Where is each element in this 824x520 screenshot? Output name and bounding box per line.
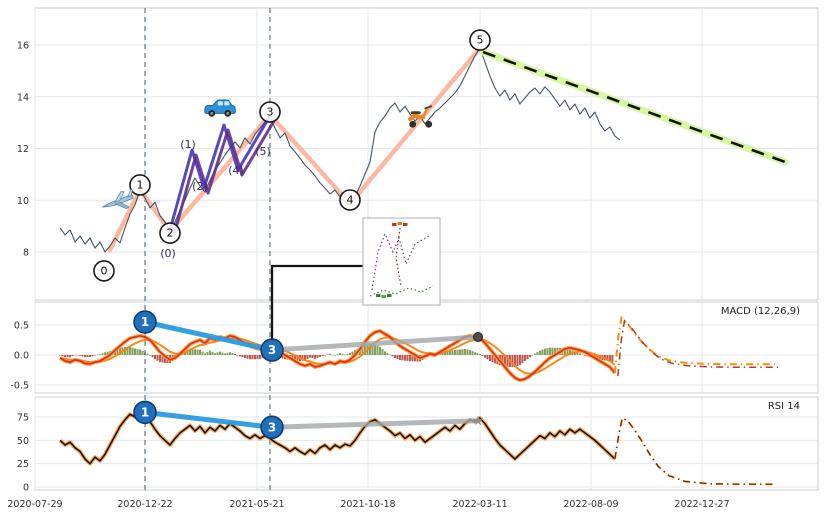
forecast-line-dashed — [482, 50, 786, 164]
subwave-label: (2) — [192, 180, 208, 193]
wave-marker-number: 3 — [266, 106, 273, 119]
car-icon — [204, 99, 236, 117]
x-tick-label: 2022-03-11 — [452, 499, 507, 510]
rsi-tick-label: 50 — [17, 436, 29, 447]
wave-point-badge: 3 — [260, 415, 284, 440]
macd-line — [59, 330, 616, 382]
roller-coaster-icon — [376, 294, 392, 298]
star-marker: ★ — [472, 414, 484, 429]
wave-marker: 2 — [159, 222, 181, 244]
macd-tick-label: 0.0 — [14, 351, 29, 362]
wave-point-badge: 1 — [133, 310, 157, 334]
scooter-icon — [408, 105, 433, 128]
inset-connector-line — [270, 264, 363, 344]
subwave-label: (0) — [160, 247, 176, 260]
price-tick-label: 8 — [23, 248, 29, 259]
price-tick-label: 12 — [17, 144, 29, 155]
macd-tick-label: -0.5 — [10, 381, 29, 392]
wave-marker: 0 — [93, 260, 115, 282]
rsi-line — [59, 411, 616, 465]
dot-marker — [473, 332, 484, 342]
x-tick-label: 2022-12-27 — [674, 499, 729, 510]
airplane-icon — [101, 189, 134, 210]
rsi-trend-annotation: ★ 1 3 — [133, 400, 484, 440]
badge-number: 3 — [268, 420, 276, 434]
badge-number: 1 — [141, 405, 149, 419]
price-tick-label: 14 — [17, 92, 29, 103]
icons-layer — [101, 99, 441, 306]
x-tick-label: 2020-12-22 — [117, 499, 172, 510]
elliott-wave-line — [107, 45, 483, 253]
x-tick-label: 2021-05-21 — [229, 499, 284, 510]
inset-preview — [362, 217, 441, 306]
wave-marker-number: 2 — [166, 227, 173, 240]
wave-marker-number: 1 — [137, 178, 144, 191]
x-tick-label: 2020-07-29 — [7, 499, 62, 510]
badge-number: 3 — [268, 343, 276, 357]
rsi-indicator-label: RSI 14 — [768, 401, 800, 412]
subwave-line-secondary — [168, 115, 272, 231]
macd-tick-label: 0.5 — [14, 321, 29, 332]
roller-coaster-icon — [392, 222, 408, 226]
wave-marker-number: 4 — [347, 193, 354, 206]
macd-indicator-label: MACD (12,26,9) — [721, 306, 800, 317]
subwave-line-primary — [172, 120, 276, 236]
macd-trend-annotation: 13 — [133, 310, 484, 362]
badge-number: 1 — [141, 315, 149, 329]
subwave-label: (1) — [180, 138, 196, 151]
subwave-label: (5) — [255, 145, 271, 158]
x-tick-label: 2021-10-18 — [340, 499, 395, 510]
wave-marker-number: 0 — [100, 264, 107, 277]
x-tick-label: 2022-08-09 — [563, 499, 618, 510]
axis-text-layer: 2020-07-29 2020-12-22 2021-05-21 2021-10-18… — [7, 41, 729, 511]
wave-marker: 3 — [259, 101, 281, 123]
wave-point-badge: 1 — [133, 400, 157, 425]
rsi-tick-label: 25 — [17, 459, 29, 470]
wave-marker: 1 — [129, 174, 151, 196]
rsi-projection-line — [614, 417, 775, 485]
series-layer — [58, 45, 789, 486]
subwave-label: (4) — [228, 164, 244, 177]
wave-marker-number: 5 — [476, 34, 483, 47]
wave-point-badge: 3 — [260, 338, 284, 362]
rsi-tick-label: 0 — [23, 483, 29, 494]
price-tick-label: 10 — [17, 196, 29, 207]
wave-marker: 4 — [339, 189, 361, 211]
rsi-tick-label: 75 — [17, 413, 29, 424]
wave-marker: 5 — [469, 29, 491, 51]
price-tick-label: 16 — [17, 41, 29, 52]
macd-projection-signal — [617, 319, 778, 377]
